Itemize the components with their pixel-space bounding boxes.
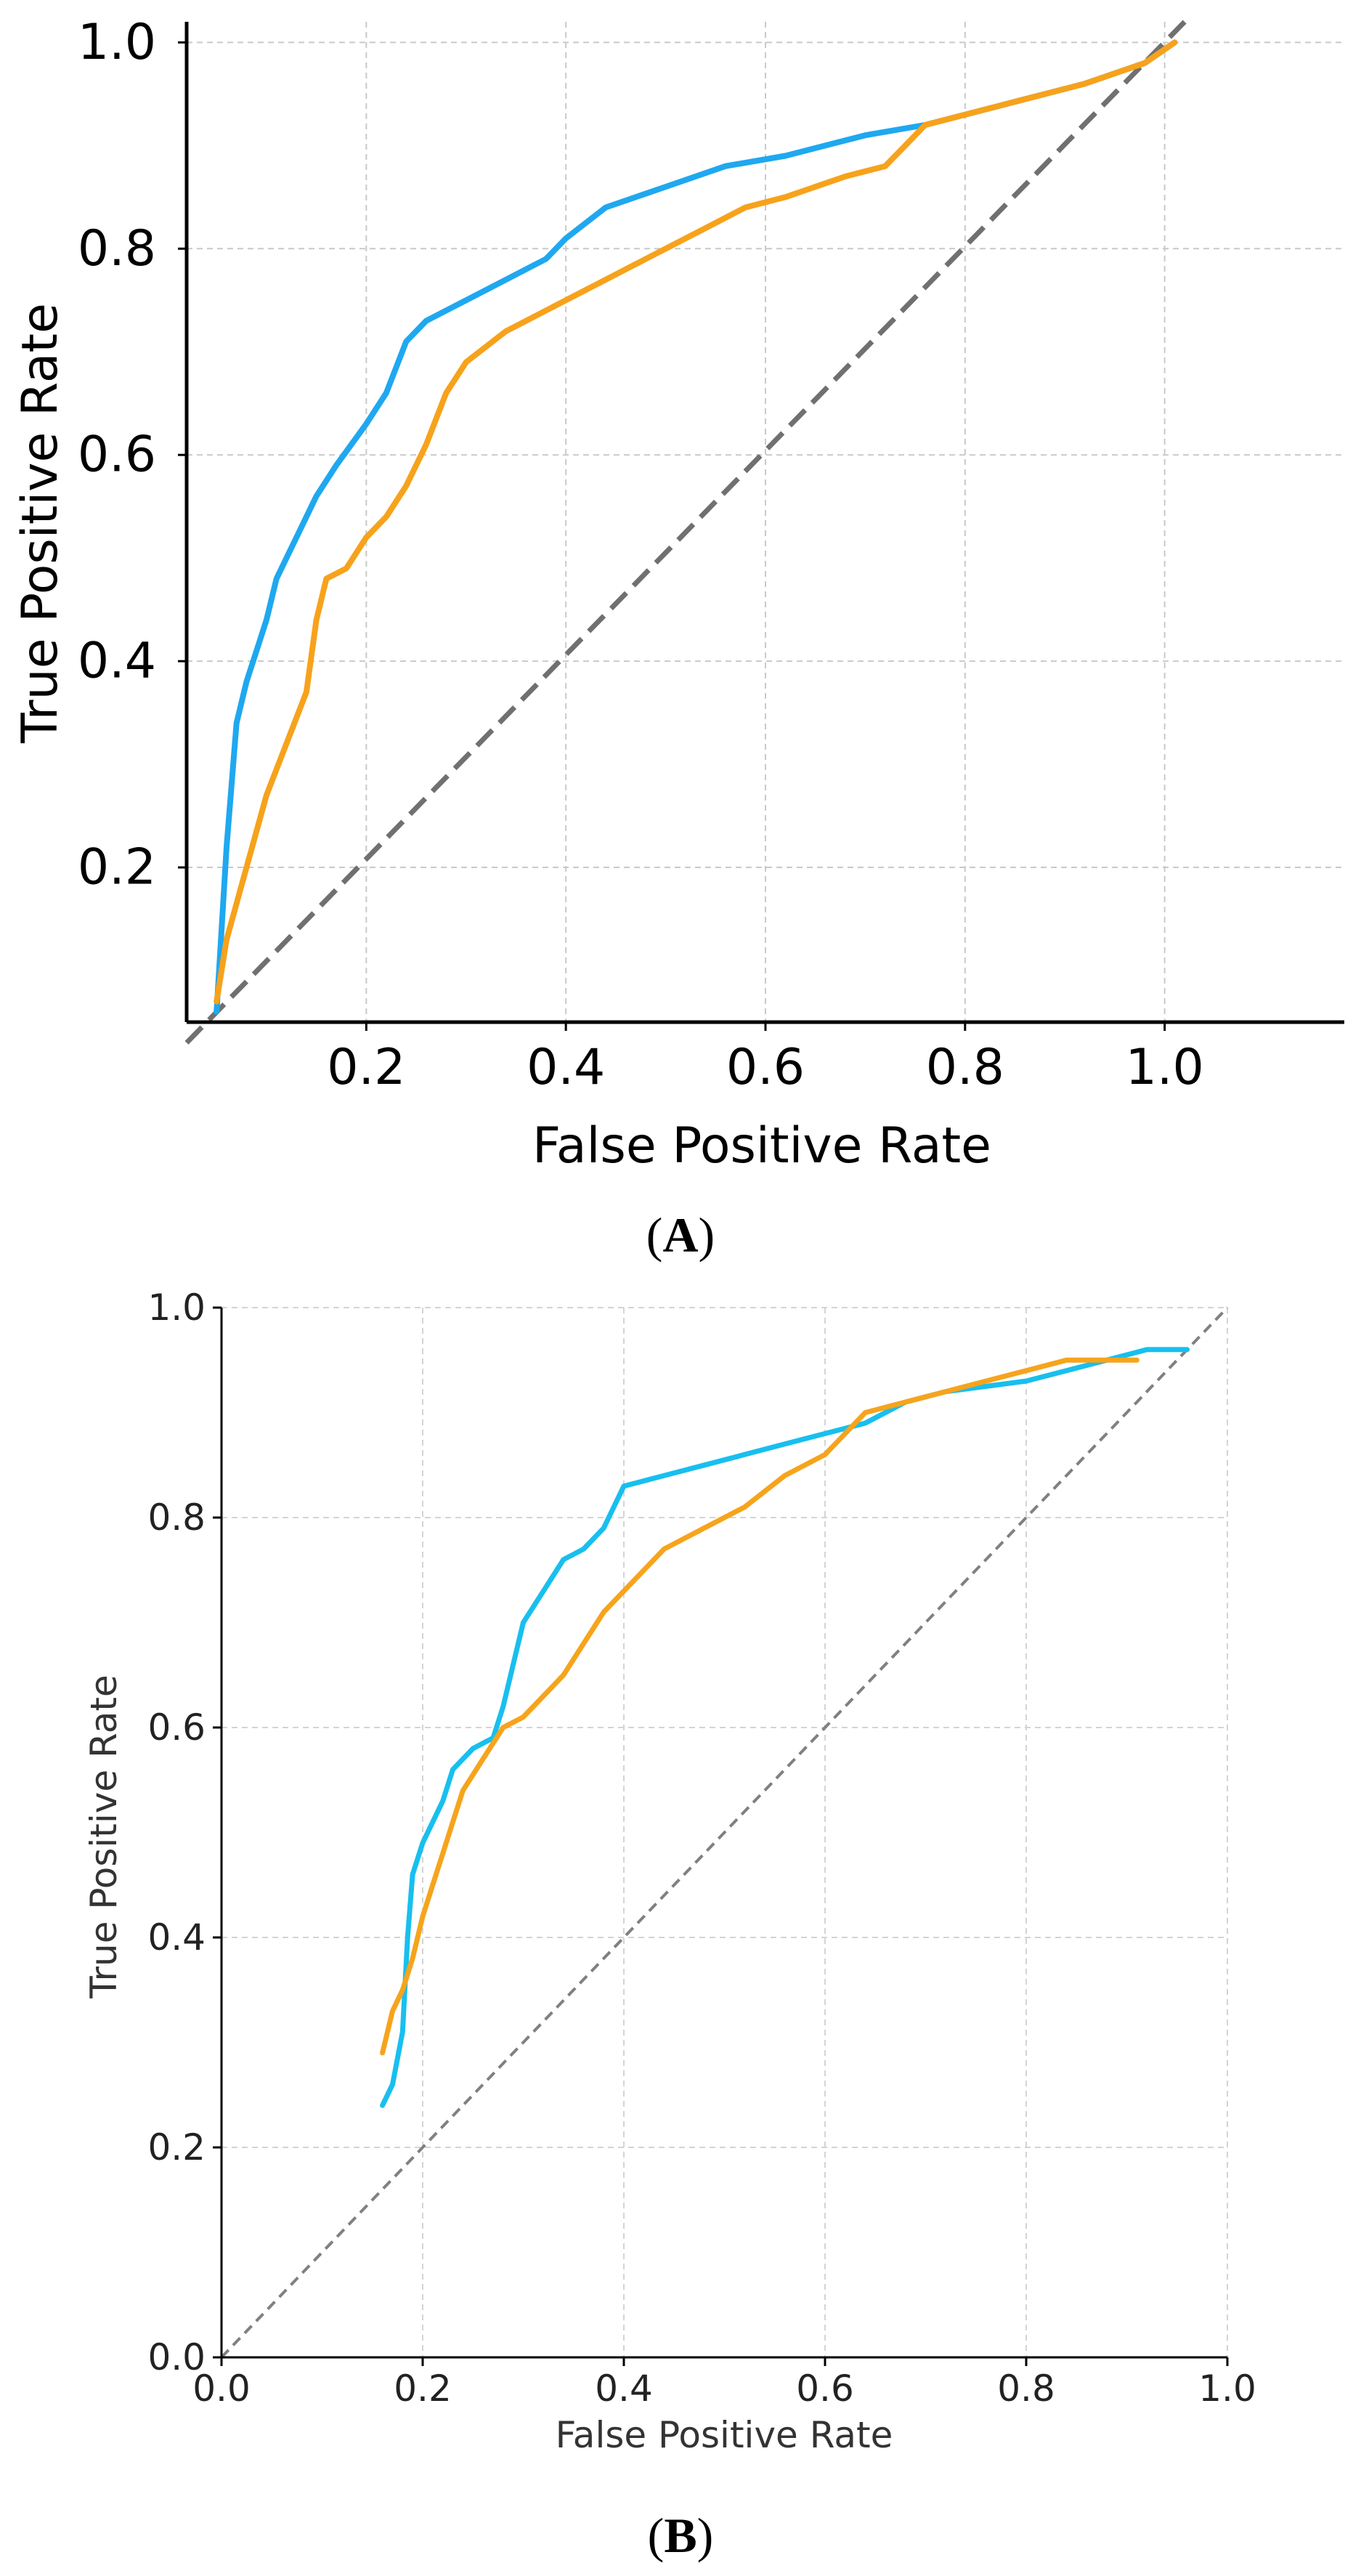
chart-panel-a: 0.2 0.4 0.6 0.8 1.0 0.2 0.4 0.6 0.8 1.0 False Pos… (12, 14, 1344, 1263)
y-tick-label-b: 0.4 (147, 1916, 206, 1959)
y-tick-label-b: 0.8 (147, 1496, 206, 1539)
x-tick-label-b: 0.0 (192, 2368, 251, 2410)
x-axis-label-b: False Positive Rate (556, 2414, 893, 2456)
caption-close-b: ) (697, 2508, 714, 2563)
caption-open-a: ( (646, 1207, 663, 1263)
roc-curve-orange-a (214, 39, 1178, 1005)
x-axis-label-a: False Positive Rate (532, 1117, 991, 1175)
x-tick-label-b: 0.8 (997, 2368, 1055, 2410)
y-axis-label-b: True Positive Rate (83, 1674, 125, 1998)
tick-labels-b: 0.0 0.2 0.4 0.6 0.8 1.0 0.0 0.2 0.4 0.6 0.8 1.0 (147, 1287, 1256, 2410)
panel-caption-a: (A) (646, 1207, 715, 1263)
y-tick-label-a: 0.6 (78, 426, 156, 484)
y-tick-label-b: 0.0 (147, 2336, 206, 2378)
y-tick-label-a: 0.8 (78, 220, 156, 278)
x-tick-label-b: 1.0 (1198, 2368, 1256, 2410)
grid-a (187, 22, 1344, 1022)
x-tick-label-a: 0.6 (726, 1039, 805, 1096)
axes-b (220, 1308, 1227, 2359)
caption-letter-a: A (662, 1207, 698, 1263)
y-tick-label-a: 1.0 (78, 14, 156, 71)
panel-caption-b: (B) (648, 2508, 714, 2563)
roc-curve-orange-b (380, 1357, 1139, 2056)
y-axis-label-a: True Positive Rate (12, 303, 69, 744)
roc-curve-blue-a (214, 39, 1178, 1015)
series-group-b (380, 1347, 1190, 2108)
series-group-a (214, 39, 1178, 1015)
y-tick-label-b: 0.2 (147, 2126, 206, 2168)
caption-letter-b: B (664, 2508, 696, 2563)
caption-close-a: ) (699, 1207, 715, 1263)
y-tick-label-a: 0.4 (78, 633, 156, 690)
x-tick-label-a: 1.0 (1126, 1039, 1204, 1096)
x-tick-label-b: 0.2 (394, 2368, 452, 2410)
y-tick-label-a: 0.2 (78, 839, 156, 896)
caption-open-b: ( (648, 2508, 665, 2563)
chart-panel-b: 0.0 0.2 0.4 0.6 0.8 1.0 0.0 0.2 0.4 0.6 0.8 1.0 Fal… (83, 1287, 1256, 2563)
x-tick-label-a: 0.2 (327, 1039, 405, 1096)
x-tick-label-b: 0.6 (796, 2368, 854, 2410)
y-tick-label-b: 1.0 (147, 1287, 206, 1329)
y-tick-label-b: 0.6 (147, 1706, 206, 1749)
x-tick-label-a: 0.4 (527, 1039, 605, 1096)
tick-labels-a: 0.2 0.4 0.6 0.8 1.0 0.2 0.4 0.6 0.8 1.0 (78, 14, 1204, 1096)
diagonal-reference-line-b (220, 1306, 1229, 2359)
diagonal-reference-line-a (184, 20, 1187, 1045)
x-tick-label-b: 0.4 (595, 2368, 653, 2410)
roc-curve-cyan-b (380, 1347, 1190, 2108)
x-tick-label-a: 0.8 (926, 1039, 1004, 1096)
